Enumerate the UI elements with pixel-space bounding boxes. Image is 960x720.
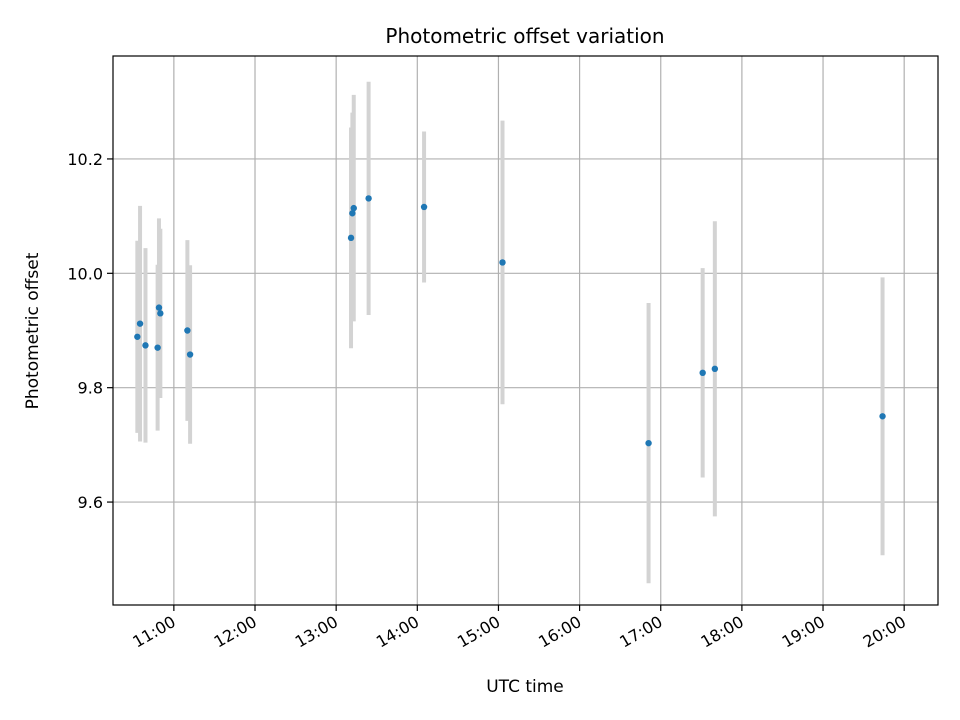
data-point bbox=[349, 210, 356, 217]
data-point bbox=[350, 204, 357, 212]
data-point bbox=[184, 327, 191, 334]
y-tick-label: 9.8 bbox=[78, 379, 103, 398]
y-axis-label: Photometric offset bbox=[23, 252, 43, 409]
chart-title: Photometric offset variation bbox=[385, 24, 664, 48]
data-point bbox=[134, 333, 141, 340]
data-point bbox=[420, 203, 428, 211]
data-point bbox=[155, 304, 163, 311]
y-tick-label: 10.0 bbox=[67, 264, 103, 283]
y-tick-label: 10.2 bbox=[67, 150, 103, 169]
data-point bbox=[645, 439, 652, 447]
data-point bbox=[347, 234, 355, 242]
data-point bbox=[142, 342, 149, 349]
data-point bbox=[699, 369, 706, 377]
data-point bbox=[711, 365, 719, 373]
plot-frame bbox=[112, 55, 939, 606]
data-point bbox=[154, 344, 161, 351]
data-point bbox=[157, 310, 164, 317]
data-point bbox=[879, 413, 886, 420]
data-point bbox=[365, 195, 372, 202]
y-tick-label: 9.6 bbox=[78, 493, 103, 512]
grid bbox=[113, 56, 938, 605]
y-axis: 9.6 9.8 10.0 10.2 bbox=[67, 150, 113, 512]
data-point bbox=[136, 320, 144, 327]
x-axis-label: UTC time bbox=[486, 677, 564, 697]
data-point bbox=[186, 351, 194, 358]
data-point bbox=[499, 259, 506, 266]
data-points bbox=[134, 195, 886, 447]
